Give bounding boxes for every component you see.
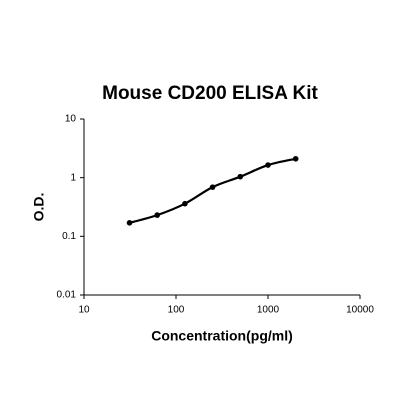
data-point bbox=[209, 184, 216, 190]
y-tick-label: 1 bbox=[70, 172, 76, 183]
y-tick-label: 0.01 bbox=[57, 290, 77, 301]
x-tick-label: 10000 bbox=[346, 305, 374, 316]
y-tick-label: 0.1 bbox=[62, 231, 76, 242]
x-tick-label: 1000 bbox=[257, 305, 280, 316]
fit-curve bbox=[129, 157, 296, 224]
y-tick-label: 10 bbox=[65, 114, 77, 125]
x-tick-label: 10 bbox=[78, 305, 90, 316]
x-tick-label: 100 bbox=[168, 305, 185, 316]
y-axis-label: O.D. bbox=[31, 193, 47, 222]
x-axis-label: Concentration(pg/ml) bbox=[151, 328, 293, 344]
data-point bbox=[182, 200, 188, 207]
data-point bbox=[126, 220, 133, 226]
data-point bbox=[237, 173, 244, 180]
data-point bbox=[154, 212, 161, 218]
chart-title: Mouse CD200 ELISA Kit bbox=[102, 83, 318, 104]
data-point bbox=[292, 155, 299, 162]
data-point bbox=[265, 162, 271, 168]
